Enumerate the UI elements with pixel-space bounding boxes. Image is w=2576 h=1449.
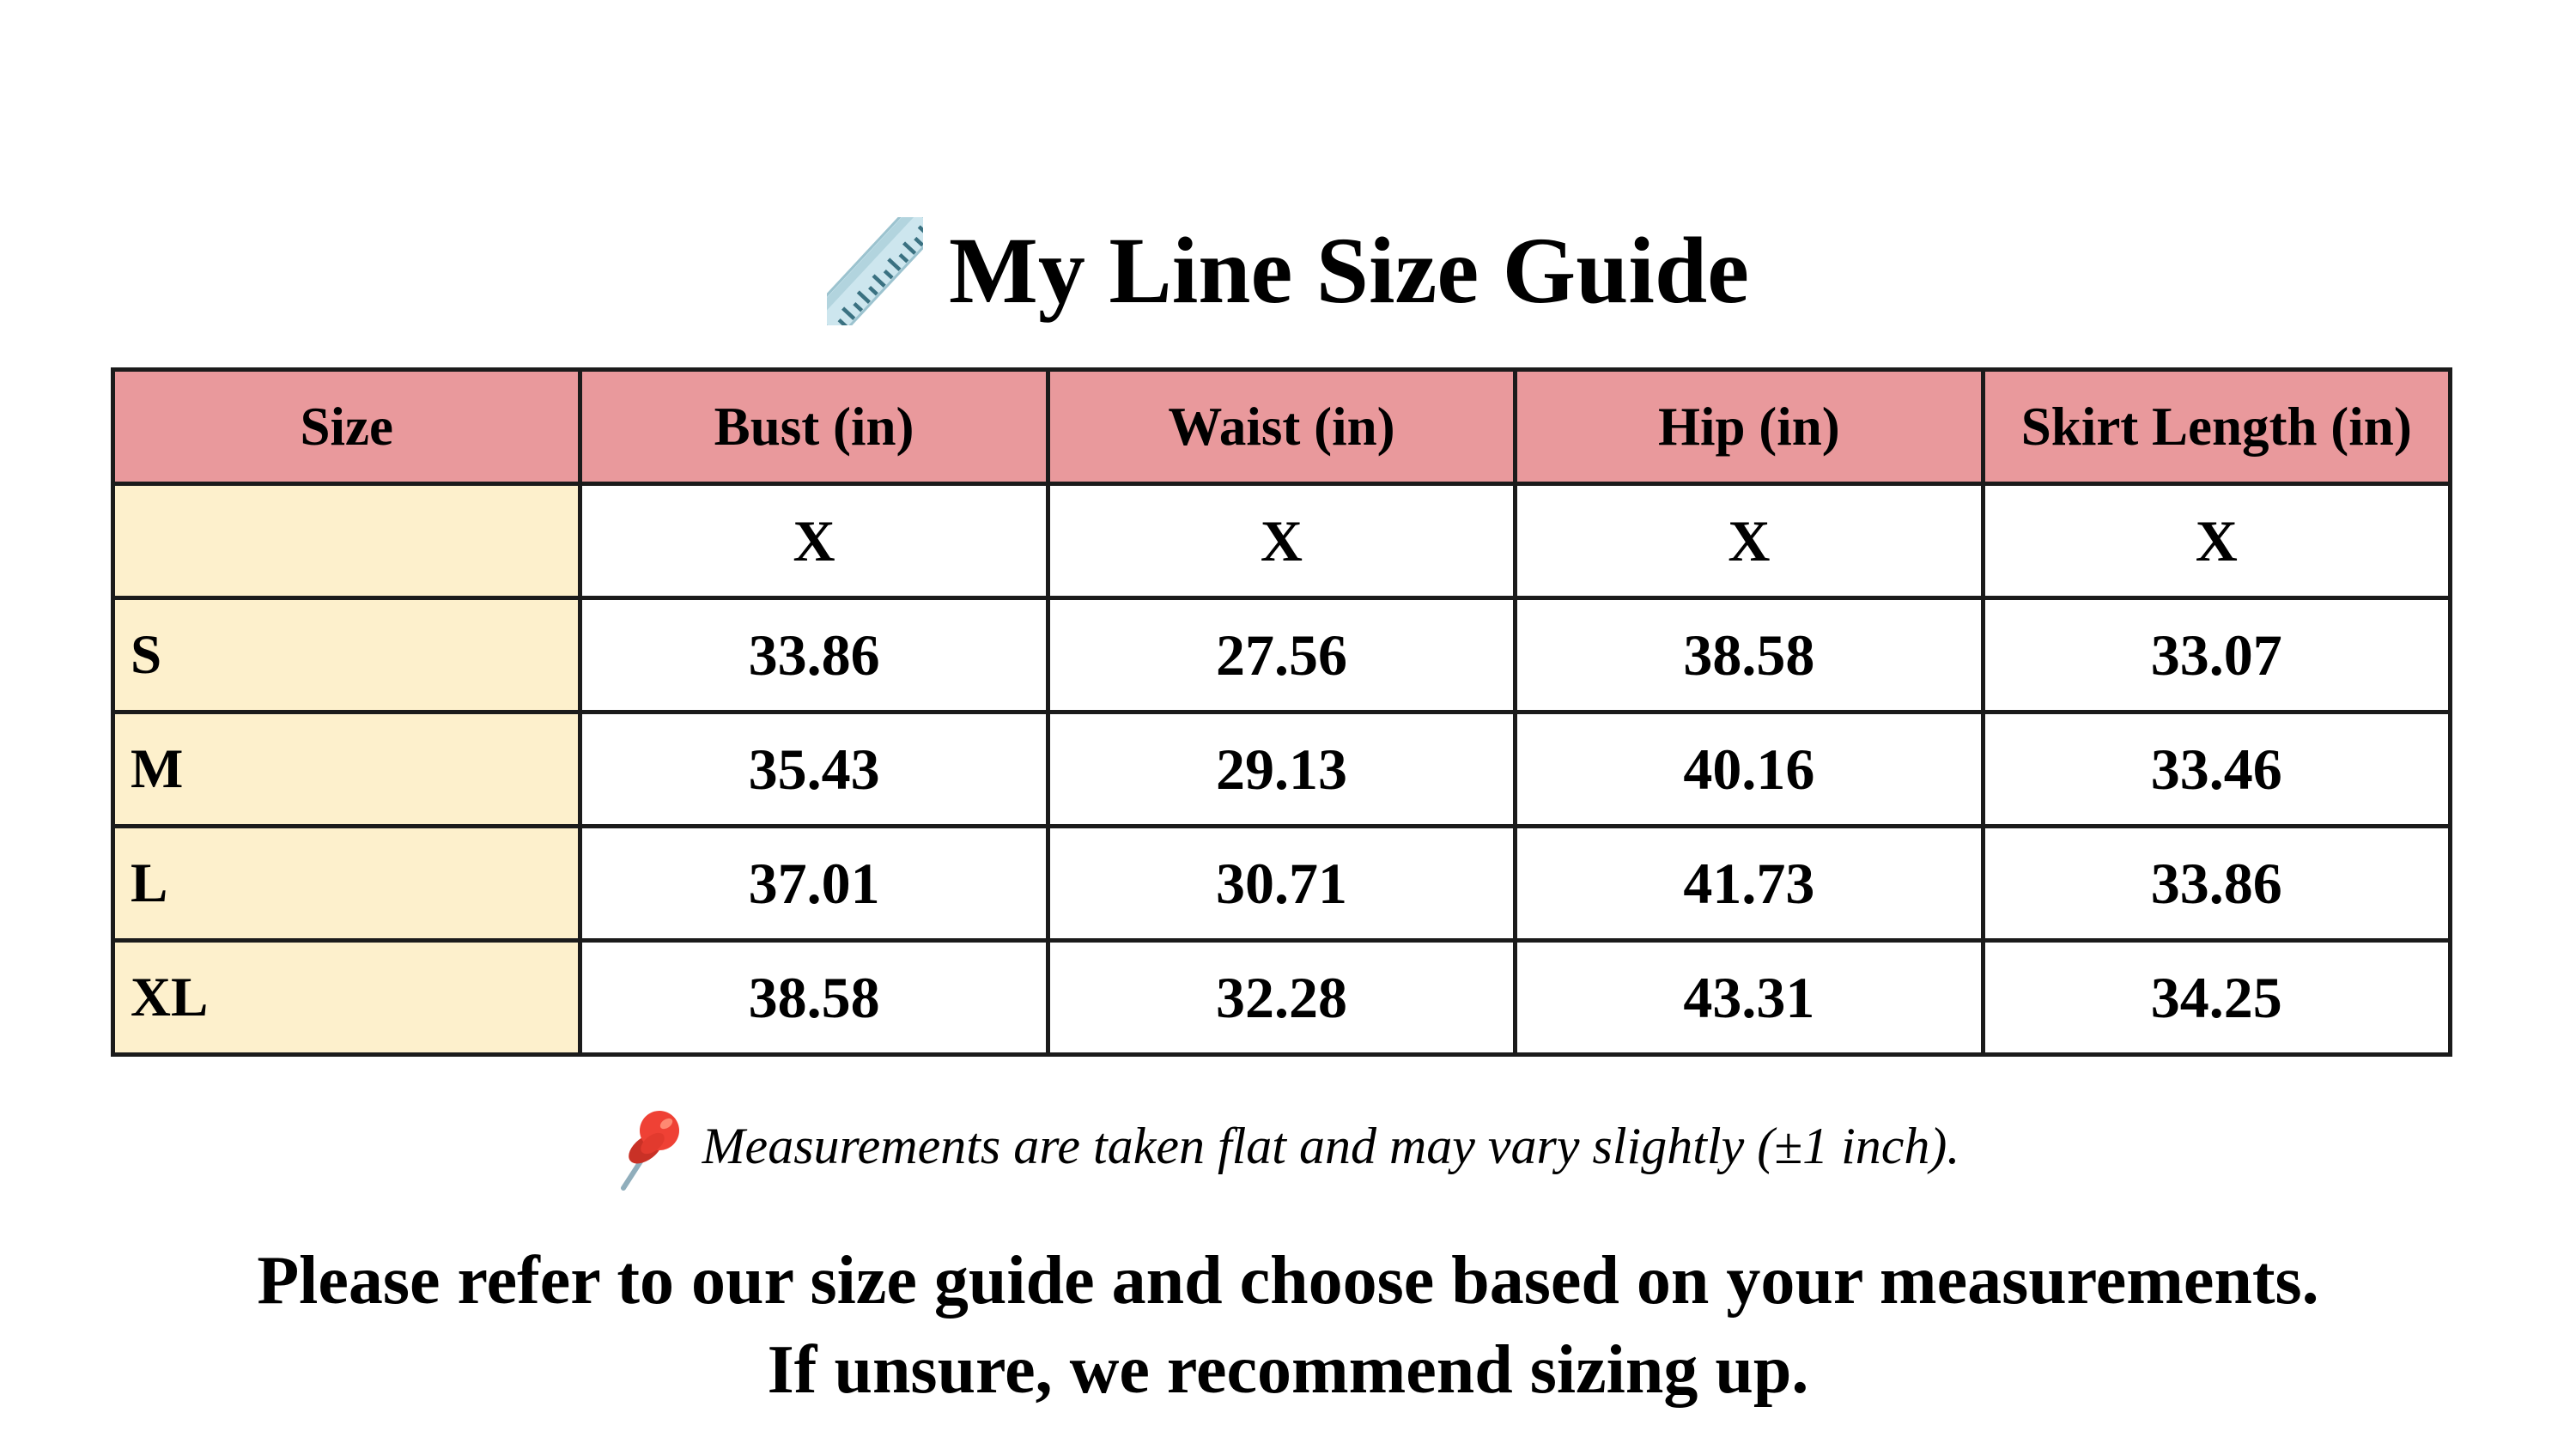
hip-cell: 41.73 [1513, 824, 1985, 943]
table-row-m: M 35.43 29.13 40.16 33.46 [110, 710, 2453, 828]
waist-cell: 27.56 [1045, 596, 1518, 714]
size-cell: M [110, 710, 583, 828]
header-size: Size [110, 367, 583, 486]
footer: Please refer to our size guide and choos… [0, 1236, 2576, 1415]
bust-cell: 37.01 [578, 824, 1050, 943]
hip-cell: 40.16 [1513, 710, 1985, 828]
size-cell: XL [110, 938, 583, 1057]
table-row-l: L 37.01 30.71 41.73 33.86 [110, 824, 2453, 943]
size-cell: L [110, 824, 583, 943]
note-row: Measurements are taken flat and may vary… [0, 1103, 2576, 1191]
skirt-length-cell: 33.86 [1980, 824, 2453, 943]
hip-cell: 38.58 [1513, 596, 1985, 714]
waist-cell: 32.28 [1045, 938, 1518, 1057]
size-table-header-row: Size Bust (in) Waist (in) Hip (in) Skirt… [110, 367, 2453, 486]
size-cell: S [110, 596, 583, 714]
hip-cell: 43.31 [1513, 938, 1985, 1057]
header-skirt-length: Skirt Length (in) [1980, 367, 2453, 486]
waist-cell: 30.71 [1045, 824, 1518, 943]
footer-line-2: If unsure, we recommend sizing up. [767, 1332, 1809, 1408]
hip-cell: X [1513, 482, 1985, 600]
skirt-length-cell: 34.25 [1980, 938, 2453, 1057]
bust-cell: 38.58 [578, 938, 1050, 1057]
table-row-xl: XL 38.58 32.28 43.31 34.25 [110, 938, 2453, 1057]
note-text: Measurements are taken flat and may vary… [702, 1117, 1960, 1174]
size-table: Size Bust (in) Waist (in) Hip (in) Skirt… [110, 367, 2453, 1057]
header-waist: Waist (in) [1045, 367, 1518, 486]
skirt-length-cell: X [1980, 482, 2453, 600]
waist-cell: X [1045, 482, 1518, 600]
skirt-length-cell: 33.46 [1980, 710, 2453, 828]
waist-cell: 29.13 [1045, 710, 1518, 828]
page-title-row: My Line Size Guide [0, 204, 2576, 337]
page-title: My Line Size Guide [949, 218, 1749, 324]
table-row-x: X X X X [110, 482, 2453, 600]
skirt-length-cell: 33.07 [1980, 596, 2453, 714]
bust-cell: 35.43 [578, 710, 1050, 828]
footer-line-1: Please refer to our size guide and choos… [257, 1243, 2319, 1319]
pushpin-icon [617, 1106, 687, 1191]
bust-cell: X [578, 482, 1050, 600]
header-bust: Bust (in) [578, 367, 1050, 486]
ruler-icon [811, 204, 939, 337]
header-hip: Hip (in) [1513, 367, 1985, 486]
size-cell [110, 482, 583, 600]
bust-cell: 33.86 [578, 596, 1050, 714]
table-row-s: S 33.86 27.56 38.58 33.07 [110, 596, 2453, 714]
